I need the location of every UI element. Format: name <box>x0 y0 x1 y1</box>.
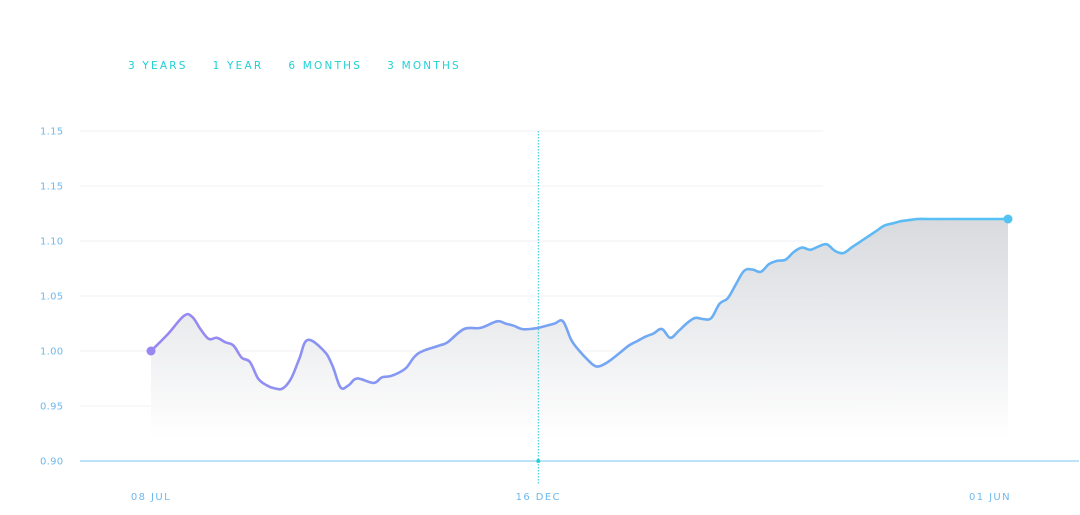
y-axis-ticks: 1.15 1.15 1.10 1.05 1.00 0.95 0.90 <box>40 127 63 468</box>
y-tick-label: 1.00 <box>40 347 63 358</box>
series-area <box>151 218 1008 438</box>
tab-3-months[interactable]: 3 MONTHS <box>387 60 461 72</box>
y-tick-label: 0.90 <box>40 457 63 468</box>
y-tick-label: 1.15 <box>40 127 63 138</box>
series-end-point <box>1003 214 1013 224</box>
tab-6-months[interactable]: 6 MONTHS <box>288 60 363 72</box>
time-range-tabs: 3 YEARS 1 YEAR 6 MONTHS 3 MONTHS <box>128 60 486 73</box>
x-tick-label: 16 DEC <box>516 492 561 503</box>
y-tick-label: 1.15 <box>40 182 63 193</box>
x-axis-ticks: 08 JUL 16 DEC 01 JUN <box>131 492 1011 503</box>
series-start-point <box>146 346 156 356</box>
y-tick-label: 0.95 <box>40 402 63 413</box>
series-line <box>149 217 1010 391</box>
tab-3-years[interactable]: 3 YEARS <box>128 60 188 72</box>
crosshair-dot <box>536 459 541 463</box>
x-tick-label: 08 JUL <box>131 492 171 503</box>
x-tick-label: 01 JUN <box>969 492 1011 503</box>
y-tick-label: 1.10 <box>40 237 63 248</box>
tab-1-year[interactable]: 1 YEAR <box>212 60 264 72</box>
y-tick-label: 1.05 <box>40 292 63 303</box>
